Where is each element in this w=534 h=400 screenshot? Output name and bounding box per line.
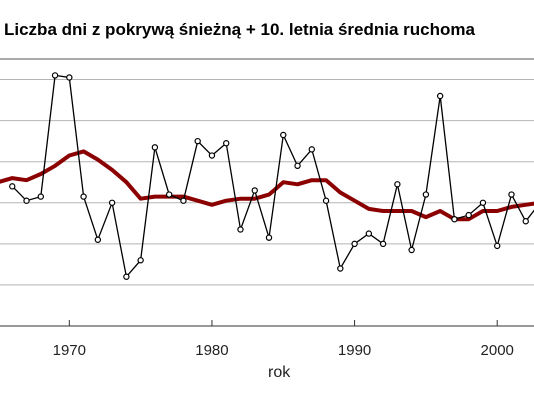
moving-average-line bbox=[0, 149, 534, 222]
chart-title: Liczba dni z pokrywą śnieżną + 10. letni… bbox=[4, 20, 475, 39]
observed-point bbox=[66, 74, 73, 81]
observed-point bbox=[422, 191, 430, 198]
observed-point bbox=[137, 257, 144, 264]
observed-point bbox=[451, 215, 458, 223]
x-tick-label: 1990 bbox=[338, 342, 371, 359]
observed-point bbox=[280, 131, 287, 139]
observed-point bbox=[294, 162, 301, 169]
observed-point bbox=[194, 137, 201, 145]
observed-point bbox=[37, 193, 44, 200]
grid-layer bbox=[0, 79, 534, 286]
observed-point bbox=[479, 199, 487, 206]
observed-point bbox=[265, 234, 273, 241]
observed-point bbox=[237, 226, 244, 233]
x-axis-ticks: 1970 1980 1990 2000 bbox=[53, 320, 514, 359]
x-tick-label: 1970 bbox=[53, 342, 86, 359]
observed-point bbox=[508, 191, 515, 198]
observed-point bbox=[465, 211, 472, 219]
observed-series bbox=[9, 72, 534, 280]
observed-point bbox=[80, 193, 87, 200]
observed-line bbox=[11, 74, 534, 279]
observed-point bbox=[522, 218, 529, 225]
observed-point bbox=[351, 240, 358, 248]
x-tick-label: 1980 bbox=[195, 342, 228, 359]
observed-point bbox=[94, 236, 102, 243]
observed-point bbox=[151, 144, 159, 151]
observed-point bbox=[365, 230, 373, 237]
observed-point bbox=[9, 183, 16, 190]
observed-point bbox=[208, 152, 216, 159]
observed-point bbox=[51, 72, 59, 79]
observed-point bbox=[322, 197, 330, 204]
observed-point bbox=[23, 197, 30, 204]
moving-average-series bbox=[0, 149, 534, 222]
x-tick-label: 2000 bbox=[481, 342, 514, 359]
plot-frame bbox=[0, 58, 534, 327]
observed-point bbox=[394, 181, 401, 188]
observed-point bbox=[123, 273, 130, 280]
observed-point bbox=[494, 242, 501, 250]
observed-point bbox=[251, 187, 258, 194]
observed-point bbox=[408, 246, 415, 254]
observed-point bbox=[223, 140, 230, 147]
x-axis-label: rok bbox=[268, 364, 291, 381]
observed-point bbox=[308, 146, 315, 153]
observed-point bbox=[108, 199, 116, 206]
observed-point bbox=[165, 191, 173, 198]
observed-point bbox=[379, 240, 387, 248]
observed-point bbox=[180, 197, 187, 204]
observed-point bbox=[337, 265, 344, 272]
observed-point bbox=[436, 92, 444, 100]
